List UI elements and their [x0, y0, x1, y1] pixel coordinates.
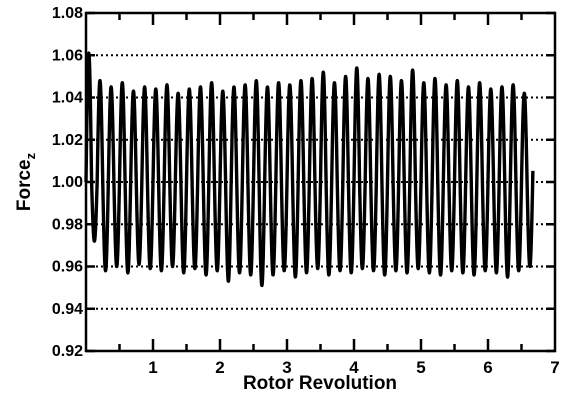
x-tick-label: 4	[349, 358, 359, 377]
y-tick-label: 1.00	[52, 174, 83, 191]
tick-marks	[86, 11, 555, 353]
x-tick-label: 3	[282, 358, 291, 377]
y-tick-label: 0.92	[52, 343, 83, 360]
y-axis-title-main: Force	[14, 159, 35, 211]
y-tick-labels: 0.92 0.94 0.96 0.98 1.00 1.02 1.04 1.06 1.08	[52, 5, 83, 360]
x-tick-labels: 1 2 3 4 5 6 7	[148, 358, 559, 377]
y-axis-title-subscript: z	[23, 152, 38, 159]
series-layer	[84, 51, 535, 288]
x-axis-title: Rotor Revolution	[243, 373, 397, 394]
y-tick-label: 0.94	[52, 301, 83, 318]
y-axis-title: Forcez	[14, 152, 38, 211]
y-tick-label: 1.06	[52, 47, 83, 64]
y-tick-label: 1.04	[52, 90, 83, 107]
x-tick-label: 5	[416, 358, 425, 377]
x-tick-label: 1	[148, 358, 157, 377]
x-tick-label: 7	[550, 358, 559, 377]
y-tick-label: 1.08	[52, 5, 83, 22]
x-tick-label: 6	[483, 358, 492, 377]
force-series-line	[84, 51, 535, 288]
y-tick-label: 1.02	[52, 132, 83, 149]
x-tick-label: 2	[215, 358, 224, 377]
y-tick-label: 0.96	[52, 259, 83, 276]
y-tick-label: 0.98	[52, 216, 83, 233]
